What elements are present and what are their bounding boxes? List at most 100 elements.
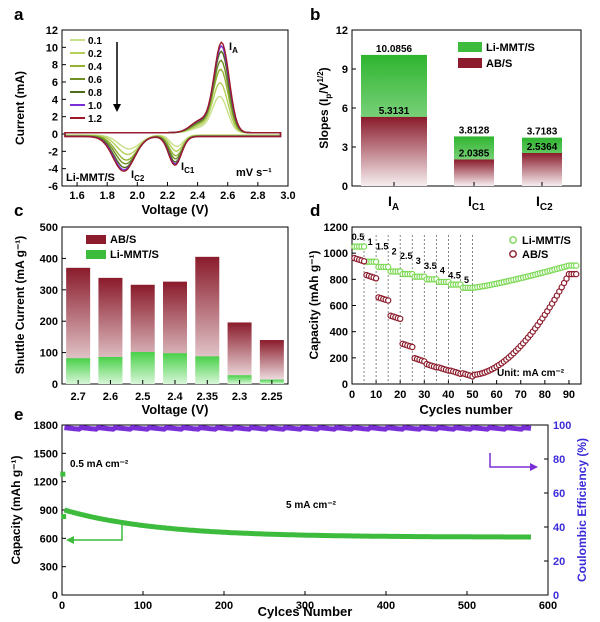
y-axis-title: Capacity (mAh g⁻¹)	[307, 250, 321, 359]
high-rate-note: 5 mA cm⁻²	[286, 500, 337, 511]
point-ab-s	[360, 258, 368, 265]
y-tick-label: 0	[52, 379, 58, 391]
y-tick-label: 10	[46, 42, 58, 54]
x-tick-label: 2.4	[167, 391, 183, 403]
x-axis-title: Voltage (V)	[142, 402, 209, 417]
cv-chart: Current (mA) Voltage (V) Li-MMT/S mV s⁻¹…	[13, 25, 296, 217]
legend-swatch	[458, 42, 482, 52]
x-tick-label: 400	[377, 600, 395, 612]
y-axis-title: Capacity (mAh g⁻¹)	[9, 455, 23, 564]
legend-label: 1.2	[88, 114, 102, 125]
panel-label-d: d	[310, 201, 320, 220]
x-tick-label: 3.0	[280, 190, 295, 202]
rate-label: 5	[464, 275, 469, 285]
y2-tick-label: 20	[553, 556, 565, 568]
y2-tick-label: 60	[553, 488, 565, 500]
rate-label: 1.5	[376, 242, 389, 252]
legend-swatch	[458, 58, 482, 68]
panel-label-e: e	[14, 405, 23, 424]
cycling-chart: Capacity (mAh g⁻¹) Coulombic Efficiency …	[9, 420, 589, 619]
x-tick-label: 100	[134, 600, 152, 612]
x-tick-label: 0	[349, 389, 355, 401]
y-tick-label: 4	[52, 94, 59, 106]
scan-rate-arrowhead	[113, 104, 121, 112]
y-tick-label: 100	[40, 348, 58, 360]
legend-label: 0.2	[88, 49, 102, 60]
x-tick-label: IA	[388, 193, 399, 213]
x-tick-label: IC2	[536, 193, 553, 213]
bar-li-mmt-s	[163, 353, 187, 384]
x-tick-label: 10	[370, 389, 382, 401]
cv-curve-1.2	[64, 41, 282, 172]
point-ab-s	[573, 270, 580, 278]
x-tick-label: 2.2	[160, 190, 175, 202]
x-tick-label: 2.35	[197, 391, 218, 403]
peak-label-ic2: IC2	[131, 169, 145, 183]
y-tick-label: 500	[40, 222, 58, 234]
y-axis-title: Shuttle Current (mA g⁻¹)	[13, 236, 27, 375]
x-tick-label: 300	[296, 600, 314, 612]
x-tick-label: 80	[539, 389, 551, 401]
y-tick-label: 0	[342, 379, 348, 391]
y2-tick-label: 0	[553, 590, 559, 602]
legend-label: 0.4	[88, 62, 102, 73]
point-ab-s	[372, 275, 380, 282]
rate-label: 1	[368, 237, 373, 247]
sample-label: Li-MMT/S	[66, 172, 115, 184]
y-tick-label: -6	[48, 181, 58, 193]
y2-axis-title: Coulombic Efficiency (%)	[575, 438, 589, 582]
bar-ab-s	[259, 340, 284, 384]
bar-ab-s	[227, 322, 252, 384]
point-ab-s	[385, 297, 392, 304]
y-tick-label: 400	[40, 253, 58, 265]
x-tick-label: 600	[539, 600, 557, 612]
y-tick-label: 300	[40, 562, 58, 574]
y-tick-label: 600	[40, 533, 58, 545]
legend-label: 0.6	[88, 75, 102, 86]
panel-label-c: c	[14, 201, 23, 220]
y-tick-label: 300	[40, 285, 58, 297]
legend-title: mV s⁻¹	[236, 167, 272, 179]
x-tick-label: 200	[215, 600, 233, 612]
x-tick-label: 2.25	[261, 391, 282, 403]
rate-label: 3.5	[424, 261, 437, 271]
y-tick-label: 2	[52, 112, 58, 124]
x-tick-label: 2.6	[220, 190, 235, 202]
rate-label: 4.5	[448, 270, 461, 280]
legend-label: 0.8	[88, 88, 102, 99]
bar-li-mmt-s	[227, 375, 252, 384]
x-axis-title: Voltage (V)	[142, 202, 209, 217]
legend-label: Li-MMT/S	[522, 235, 571, 247]
y-tick-label: 3	[342, 142, 348, 154]
y2-tick-label: 40	[553, 522, 565, 534]
rate-chart: Capacity (mAh g⁻¹) Cycles number Unit: m…	[307, 222, 582, 417]
x-tick-label: 2.5	[135, 391, 150, 403]
legend-swatch	[86, 235, 106, 244]
efficiency-curve	[64, 425, 532, 432]
x-tick-label: 2.7	[70, 391, 85, 403]
x-tick-label: 90	[563, 389, 575, 401]
y-axis-title: Slopes (Ip/V1/2)	[316, 67, 333, 148]
y-tick-label: 12	[336, 25, 348, 37]
y-tick-label: 12	[46, 25, 58, 37]
y-tick-label: 1200	[34, 477, 58, 489]
x-tick-label: 30	[418, 389, 430, 401]
capacity-point	[61, 514, 67, 520]
data-label-li-mmt-s: 10.0856	[376, 44, 413, 55]
x-tick-label: 2.8	[250, 190, 265, 202]
bar-li-mmt-s	[195, 356, 220, 384]
y2-tick-label: 100	[553, 420, 571, 432]
capacity-curve	[63, 507, 531, 540]
shuttle-chart: Shuttle Current (mA g⁻¹) Voltage (V) 0 10…	[13, 222, 289, 417]
legend-label: Li-MMT/S	[486, 42, 535, 54]
bar-li-mmt-s	[66, 358, 91, 384]
low-rate-note: 0.5 mA cm⁻²	[70, 459, 129, 470]
y-tick-label: 0	[342, 181, 348, 193]
capacity-axis-arrowhead	[66, 536, 74, 544]
y-tick-label: 800	[330, 274, 348, 286]
legend-marker	[509, 250, 517, 258]
bar-ab-s	[522, 153, 562, 186]
legend-marker	[509, 236, 517, 244]
efficiency-axis-arrowhead	[530, 463, 538, 471]
